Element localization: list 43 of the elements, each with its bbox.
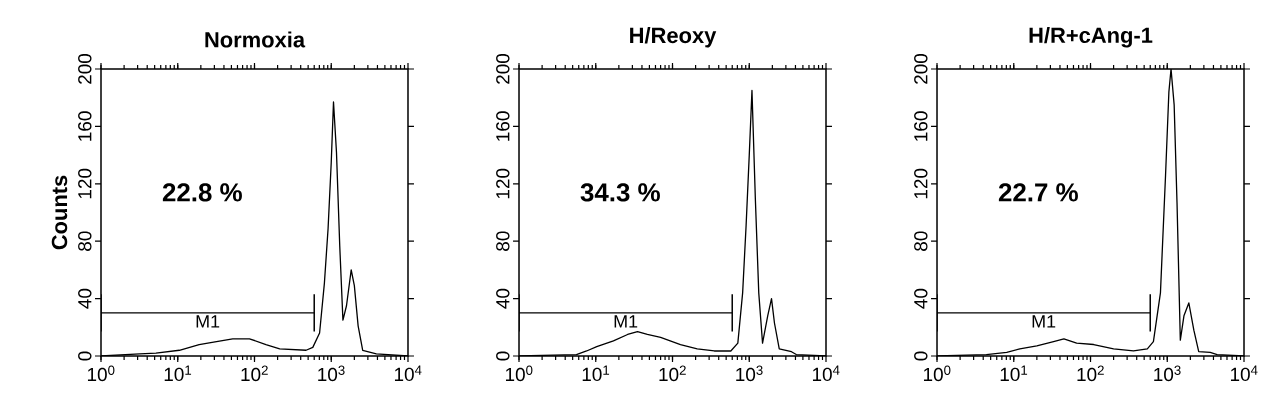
y-tick-label: 160 bbox=[914, 111, 928, 141]
x-tick-label: 10$^{0}$ bbox=[923, 365, 951, 382]
chart-title: Normoxia bbox=[205, 31, 306, 48]
x-tick-label: 10$^{3}$ bbox=[318, 365, 345, 382]
y-tick-label: 0 bbox=[78, 351, 92, 361]
chart-title: H/R+cAng-1 bbox=[1029, 26, 1153, 48]
y-tick-label: 80 bbox=[496, 231, 510, 251]
y-tick-label: 120 bbox=[496, 168, 510, 199]
x-tick-label: 10$^{0}$ bbox=[505, 365, 533, 382]
y-axis-title: Counts bbox=[51, 175, 68, 250]
y-tick-label: 120 bbox=[914, 168, 928, 199]
y-tick-label: 80 bbox=[914, 231, 928, 251]
x-tick-label: 10$^{2}$ bbox=[241, 365, 268, 382]
x-tick-label: 10$^{0}$ bbox=[87, 365, 115, 382]
annotation: 22.7 % bbox=[998, 183, 1078, 202]
y-tick-label: 40 bbox=[496, 288, 510, 309]
chart-title: H/Reoxy bbox=[630, 27, 717, 48]
x-tick-label: 10$^{4}$ bbox=[1230, 365, 1258, 382]
series-label: M1 bbox=[1032, 315, 1056, 328]
y-tick-label: 40 bbox=[914, 288, 928, 309]
x-tick-label: 10$^{1}$ bbox=[582, 365, 610, 382]
y-tick-label: 120 bbox=[78, 168, 92, 199]
x-tick-label: 10$^{3}$ bbox=[1154, 365, 1181, 382]
x-tick-label: 10$^{2}$ bbox=[659, 365, 686, 382]
annotation: 34.3 % bbox=[580, 183, 660, 202]
series-label: M1 bbox=[614, 315, 638, 328]
x-tick-label: 10$^{1}$ bbox=[1000, 365, 1028, 382]
y-tick-label: 160 bbox=[78, 111, 92, 141]
y-tick-label: 200 bbox=[78, 53, 92, 84]
y-tick-label: 200 bbox=[496, 53, 510, 84]
y-tick-label: 0 bbox=[496, 351, 510, 361]
y-tick-label: 40 bbox=[78, 288, 92, 309]
y-tick-label: 160 bbox=[496, 111, 510, 141]
y-tick-label: 80 bbox=[78, 231, 92, 251]
y-tick-label: 0 bbox=[914, 351, 928, 361]
x-tick-label: 10$^{4}$ bbox=[394, 365, 422, 382]
x-tick-label: 10$^{3}$ bbox=[736, 365, 763, 382]
annotation: 22.8 % bbox=[162, 183, 242, 202]
series-label: M1 bbox=[196, 315, 220, 328]
y-tick-label: 200 bbox=[914, 53, 928, 84]
x-tick-label: 10$^{2}$ bbox=[1077, 365, 1104, 382]
x-tick-label: 10$^{4}$ bbox=[812, 365, 840, 382]
x-tick-label: 10$^{1}$ bbox=[164, 365, 192, 382]
